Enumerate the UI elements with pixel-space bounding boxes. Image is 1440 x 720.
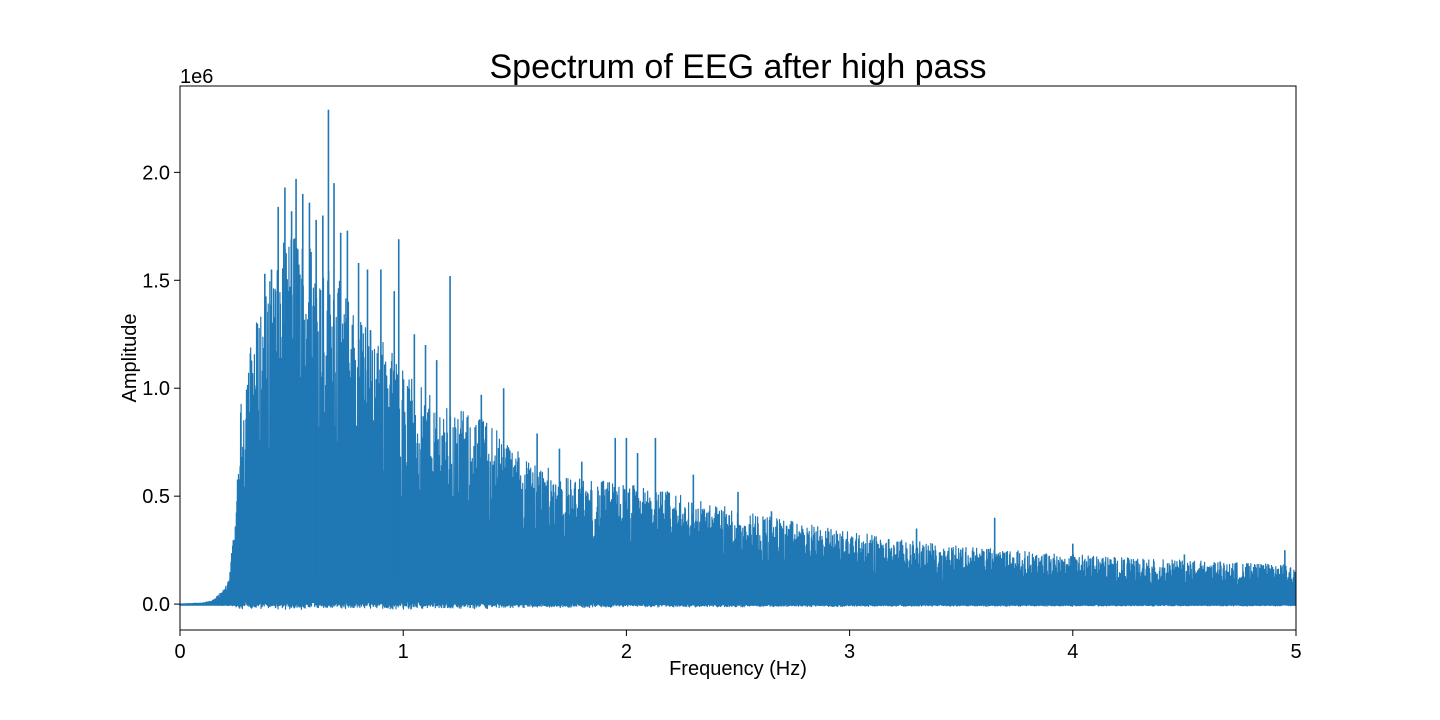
series-layer	[180, 109, 1296, 610]
x-axis-label: Frequency (Hz)	[669, 658, 807, 680]
x-tick-label: 4	[1067, 641, 1078, 663]
x-tick-label: 3	[844, 641, 855, 663]
x-axis: 0 1 2 3 4 5	[174, 630, 1302, 663]
x-tick-label: 0	[174, 641, 185, 663]
y-tick-label: 1.5	[142, 270, 170, 292]
y-offset-label: 1e6	[180, 66, 213, 88]
x-tick-label: 5	[1290, 641, 1301, 663]
plot-area	[180, 109, 1296, 610]
y-tick-label: 2.0	[142, 162, 170, 184]
y-axis-label: Amplitude	[119, 314, 141, 403]
y-tick-label: 0.0	[142, 594, 170, 616]
x-tick-label: 2	[621, 641, 632, 663]
plot-frame	[179, 85, 1297, 631]
x-tick-label: 1	[398, 641, 409, 663]
y-axis: 0.0 0.5 1.0 1.5 2.0	[142, 162, 180, 616]
chart-title: Spectrum of EEG after high pass	[489, 48, 986, 86]
y-tick-label: 0.5	[142, 486, 170, 508]
y-tick-label: 1.0	[142, 378, 170, 400]
